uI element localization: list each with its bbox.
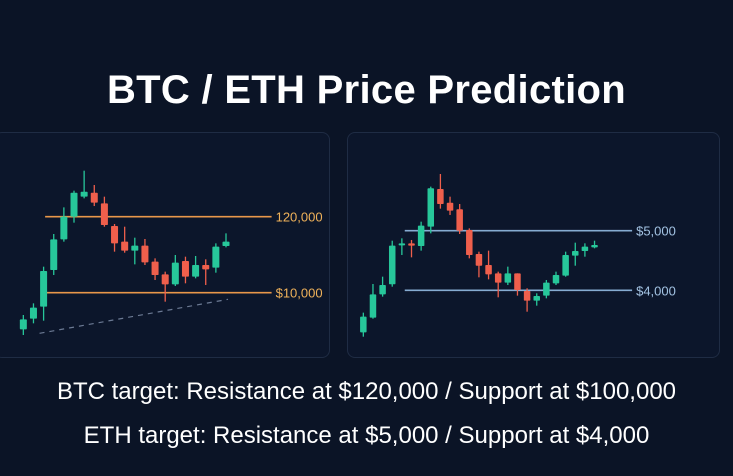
candle-up — [360, 316, 367, 333]
candle-down — [151, 261, 159, 275]
eth-candlestick-chart: $5,000 $4,000 — [360, 173, 676, 337]
candle-down — [111, 226, 119, 244]
candle-down — [100, 203, 108, 226]
candle-up — [50, 239, 58, 271]
candle-up — [388, 245, 396, 285]
btc-target-caption: BTC target: Resistance at $120,000 / Sup… — [56, 378, 677, 405]
candle-down — [121, 241, 129, 251]
candle-down — [446, 202, 454, 211]
resistance-level-label: $5,000 — [636, 224, 676, 239]
candle-down — [456, 209, 463, 231]
candle-up — [212, 246, 220, 268]
candle-up — [29, 307, 37, 319]
candle-up — [40, 271, 48, 307]
candle-up — [70, 192, 78, 217]
candle-up — [60, 216, 68, 240]
eth-target-caption: ETH target: Resistance at $5,000 / Suppo… — [83, 422, 650, 449]
page-title: BTC / ETH Price Prediction — [106, 68, 626, 112]
candle-down — [475, 253, 483, 266]
support-level-label: $4,000 — [636, 283, 676, 298]
resistance-level-label: 120,000 — [276, 210, 323, 225]
candle-up — [427, 188, 435, 227]
candle-up — [379, 285, 386, 295]
candle-up — [543, 282, 550, 296]
candle-down — [181, 261, 189, 277]
candle-up — [562, 255, 569, 276]
candle-up — [398, 243, 406, 246]
candle-down — [408, 243, 415, 246]
candle-up — [222, 241, 230, 247]
candle-up — [131, 245, 139, 251]
candle-up — [369, 294, 377, 318]
candle-down — [141, 245, 149, 263]
candle-down — [523, 290, 531, 301]
candle-down — [514, 273, 521, 290]
candle-down — [494, 273, 502, 283]
candle-up — [417, 225, 425, 247]
support-level-label: $10,000 — [276, 286, 323, 301]
candle-up — [591, 244, 598, 248]
trendline — [39, 298, 229, 334]
candle-up — [572, 251, 579, 256]
candle-down — [161, 274, 169, 285]
candle-down — [90, 192, 98, 203]
candle-up — [192, 265, 200, 277]
candle-down — [466, 230, 473, 256]
candle-down — [202, 265, 210, 270]
candle-up — [80, 191, 88, 197]
candle-up — [552, 275, 560, 284]
candle-up — [581, 246, 589, 252]
btc-candlestick-chart: 120,000 $10,000 — [19, 170, 323, 335]
candle-up — [504, 273, 512, 283]
candle-down — [485, 264, 492, 275]
candle-up — [171, 262, 179, 285]
candle-down — [437, 189, 444, 205]
candle-up — [19, 319, 27, 330]
candle-up — [533, 296, 540, 301]
